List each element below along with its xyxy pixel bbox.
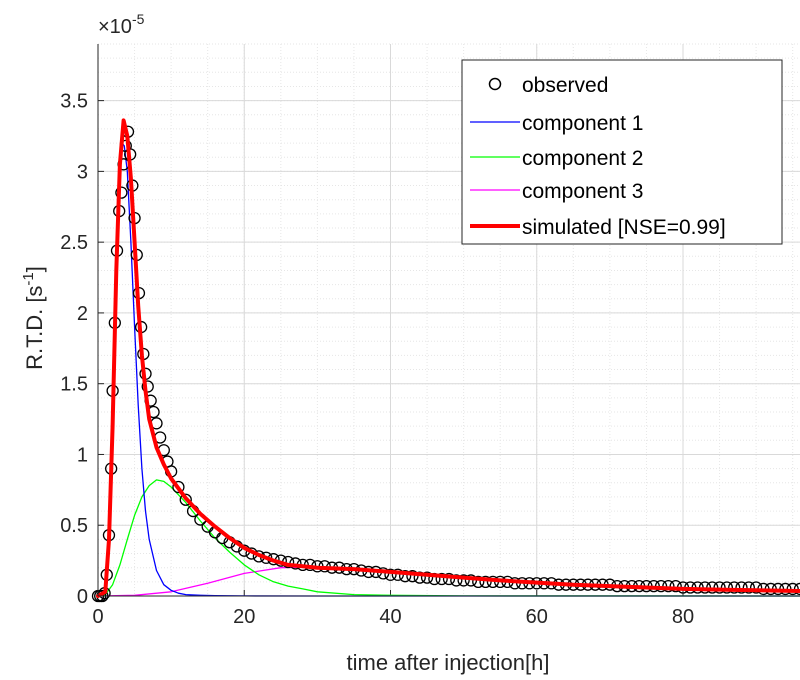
data-point-observed xyxy=(479,575,492,588)
legend: observed component 1 component 2 compone… xyxy=(461,59,783,245)
y-tick-label: 3.5 xyxy=(60,91,88,113)
data-point-observed xyxy=(420,571,434,584)
data-point-observed xyxy=(384,568,397,581)
data-point-observed xyxy=(442,572,456,586)
data-point-observed xyxy=(728,581,741,594)
x-tick-label: 60 xyxy=(526,606,548,628)
svg-text:R.T.D. [s-1]: R.T.D. [s-1] xyxy=(20,266,47,370)
x-tick-label: 40 xyxy=(379,606,401,628)
data-point-observed xyxy=(742,581,755,594)
x-tick-label: 20 xyxy=(233,606,255,628)
series-layer xyxy=(91,118,800,603)
y-tick-label: 2 xyxy=(77,303,88,325)
data-point-observed xyxy=(749,581,763,594)
y-axis-exponent-power: -5 xyxy=(132,11,145,27)
legend-label-component-1: component 1 xyxy=(522,112,643,135)
legend-label-observed: observed xyxy=(522,74,608,97)
data-point-observed xyxy=(735,581,748,594)
y-axis-label-superscript: -1 xyxy=(20,272,37,285)
y-axis-exponent: ×10-5 xyxy=(98,11,145,38)
y-tick-label: 0 xyxy=(77,586,88,608)
data-point-observed xyxy=(450,574,463,587)
series-line-simulated-nse-0-99 xyxy=(96,118,800,598)
data-point-observed xyxy=(457,574,470,587)
data-point-observed xyxy=(398,570,412,583)
data-point-observed xyxy=(179,493,192,506)
data-point-observed xyxy=(141,380,154,393)
data-point-observed xyxy=(115,186,128,199)
y-tick-label: 1 xyxy=(77,444,88,466)
data-point-observed xyxy=(413,571,426,584)
legend-marker-observed xyxy=(488,77,502,91)
axes xyxy=(97,44,800,597)
data-point-observed xyxy=(435,572,448,586)
data-point-observed xyxy=(720,581,734,594)
x-axis-label: time after injection[h] xyxy=(347,650,550,675)
y-tick-label: 2.5 xyxy=(60,232,88,254)
x-tick-label: 0 xyxy=(92,606,103,628)
legend-label-component-2: component 2 xyxy=(522,147,643,170)
y-axis-label-text: R.T.D. [s xyxy=(22,286,47,370)
y-tick-label: 3 xyxy=(77,161,88,183)
x-tick-label: 80 xyxy=(672,606,694,628)
data-point-observed xyxy=(172,480,185,494)
legend-label-simulated: simulated [NSE=0.99] xyxy=(522,216,726,239)
y-axis-label: R.T.D. [s-1] xyxy=(20,266,47,370)
data-point-observed xyxy=(472,575,485,588)
data-point-observed xyxy=(669,579,682,593)
y-tick-label: 1.5 xyxy=(60,374,88,396)
y-tick-label: 0.5 xyxy=(60,515,88,537)
ticks: 0 20 40 60 80 0 0.5 1 1.5 2 2.5 3 3.5 xyxy=(60,91,694,628)
y-axis-label-close: ] xyxy=(22,266,47,272)
y-axis-exponent-base: ×10 xyxy=(98,16,132,38)
data-point-observed xyxy=(406,570,419,583)
legend-label-component-3: component 3 xyxy=(522,180,643,203)
data-point-observed xyxy=(662,579,675,593)
legend-box xyxy=(461,59,783,245)
series-line-component-2 xyxy=(97,479,800,597)
